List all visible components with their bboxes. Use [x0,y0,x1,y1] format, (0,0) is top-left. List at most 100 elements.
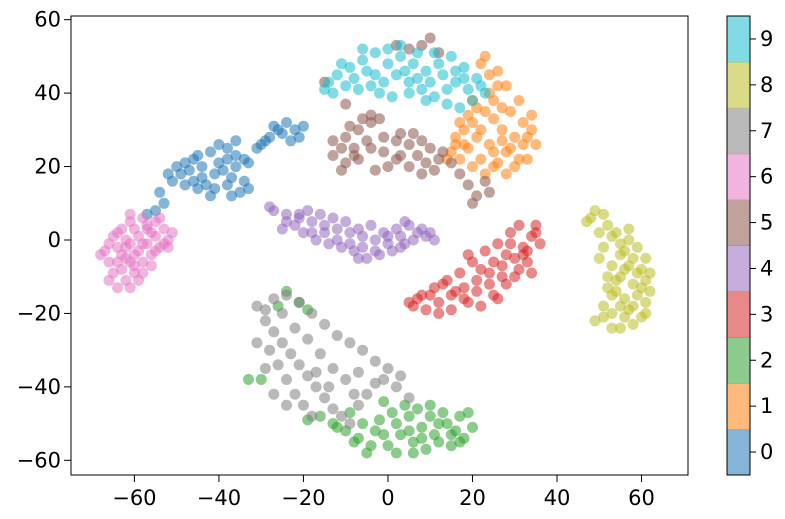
data-point [327,212,339,224]
data-point [416,168,428,180]
y-tick-label: −60 [17,448,61,472]
data-point [297,227,309,239]
data-point [306,227,318,239]
data-point [209,183,221,195]
data-point [640,296,652,308]
data-point [344,61,356,73]
data-point [344,407,356,419]
data-point [276,337,288,349]
data-point [179,179,191,191]
data-point [407,447,419,459]
data-point [458,61,470,73]
data-point [509,271,521,283]
data-point [361,65,373,77]
data-point [314,348,326,360]
data-point [357,418,369,430]
data-point [213,157,225,169]
data-point [103,256,115,268]
data-point [403,425,415,437]
colorbar-frame [726,15,751,476]
data-point [454,410,466,422]
data-point [585,212,597,224]
data-point [352,223,364,235]
data-point [145,227,157,239]
data-point [492,293,504,305]
data-point [365,219,377,231]
data-point [264,344,276,356]
series-8 [581,205,656,334]
data-point [420,304,432,316]
data-point [336,142,347,154]
data-point [526,267,538,279]
y-tick-label: 0 [48,228,61,252]
data-point [492,65,504,77]
data-point [428,164,440,176]
data-point [521,153,533,165]
data-point [128,249,140,261]
data-point [276,223,288,235]
data-point [445,429,457,441]
data-point [509,131,521,143]
data-point [500,80,512,92]
data-point [340,98,352,110]
data-point [390,418,402,430]
data-point [374,414,385,426]
data-point [462,83,474,95]
data-point [462,407,474,419]
data-point [323,381,335,393]
colorbar-segment [727,429,750,476]
data-point [331,69,343,81]
data-point [521,131,533,143]
data-point [382,43,394,55]
data-point [378,396,390,408]
data-point [120,241,132,253]
data-point [399,65,411,77]
data-point [534,238,546,250]
data-point [162,241,174,253]
data-point [369,355,381,367]
data-point [589,315,601,327]
data-point [378,76,390,88]
data-point [505,227,516,239]
data-point [627,300,639,312]
colorbar-segment [727,16,750,63]
data-point [471,285,483,297]
data-point [496,271,508,283]
data-point [302,370,314,382]
data-point [412,403,423,415]
data-point [420,95,432,106]
data-point [631,267,643,279]
y-tick-label: −20 [17,301,61,325]
data-point [352,124,364,136]
data-point [319,227,331,239]
data-point [175,168,187,180]
y-tick-label: 20 [34,155,61,179]
data-point [188,175,200,187]
data-point [450,76,462,88]
data-point [348,72,360,84]
data-point [344,337,356,349]
y-tick-label: 40 [34,81,61,105]
data-point [378,429,390,441]
data-point [390,69,402,81]
data-point [281,374,292,385]
data-point [336,58,347,70]
colorbar-segment [727,61,750,109]
data-point [352,366,364,378]
colorbar-tick-label: 0 [760,440,773,464]
data-point [192,150,204,161]
data-point [281,399,292,411]
data-point [183,164,195,176]
data-point [403,296,415,308]
data-point [319,318,331,330]
data-point [627,278,639,290]
data-point [128,223,140,235]
data-point [306,216,318,228]
data-point [614,322,626,334]
data-point [259,315,271,327]
data-point [314,410,326,422]
data-point [293,208,305,220]
data-point [483,278,495,290]
data-point [403,161,415,173]
data-point [124,208,136,220]
